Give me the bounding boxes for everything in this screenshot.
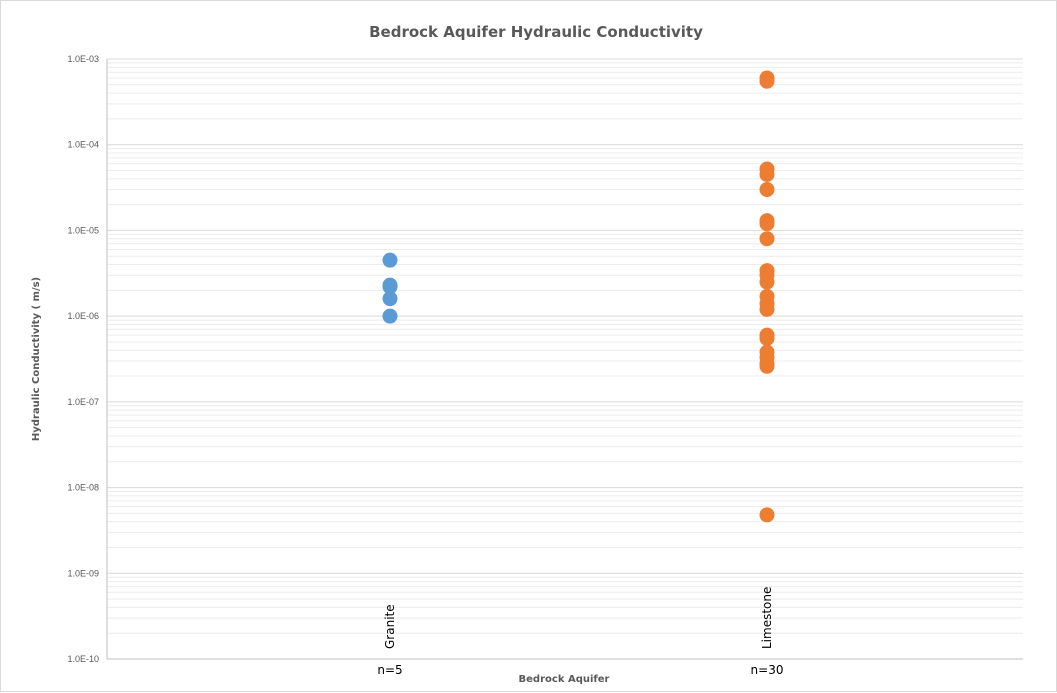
x-axis-title: Bedrock Aquifer xyxy=(519,674,610,685)
gridlines xyxy=(107,58,1023,660)
y-tick-label: 1.0E-09 xyxy=(67,568,99,578)
data-point xyxy=(382,279,398,295)
data-point xyxy=(382,252,398,268)
count-label: n=5 xyxy=(377,663,402,677)
data-point xyxy=(759,231,775,247)
data-points xyxy=(382,70,775,523)
data-point xyxy=(759,216,775,232)
y-tick-label: 1.0E-07 xyxy=(67,397,99,407)
y-tick-label: 1.0E-03 xyxy=(67,54,99,64)
data-point xyxy=(759,301,775,317)
count-label: n=30 xyxy=(751,663,784,677)
data-point xyxy=(759,330,775,346)
data-point xyxy=(759,73,775,89)
axes xyxy=(106,59,1023,660)
data-point xyxy=(382,291,398,307)
y-axis-title: Hydraulic Conductivity ( m/s) xyxy=(31,277,42,441)
data-point xyxy=(382,308,398,324)
y-tick-label: 1.0E-10 xyxy=(67,654,99,664)
y-tick-label: 1.0E-05 xyxy=(67,225,99,235)
category-label: Granite xyxy=(383,604,397,649)
y-tick-labels: 1.0E-10 1.0E-09 1.0E-08 1.0E-07 1.0E-06 1.0E-… xyxy=(67,54,99,664)
y-tick-label: 1.0E-04 xyxy=(67,140,99,150)
category-labels: Granite n=5 Limestone n=30 xyxy=(377,587,783,677)
y-tick-label: 1.0E-08 xyxy=(67,483,99,493)
data-point xyxy=(759,274,775,290)
data-point xyxy=(759,182,775,198)
y-tick-label: 1.0E-06 xyxy=(67,311,99,321)
data-point xyxy=(759,358,775,374)
chart-title: Bedrock Aquifer Hydraulic Conductivity xyxy=(369,23,703,41)
data-point xyxy=(759,166,775,182)
data-point xyxy=(759,507,775,523)
category-label: Limestone xyxy=(760,587,774,649)
